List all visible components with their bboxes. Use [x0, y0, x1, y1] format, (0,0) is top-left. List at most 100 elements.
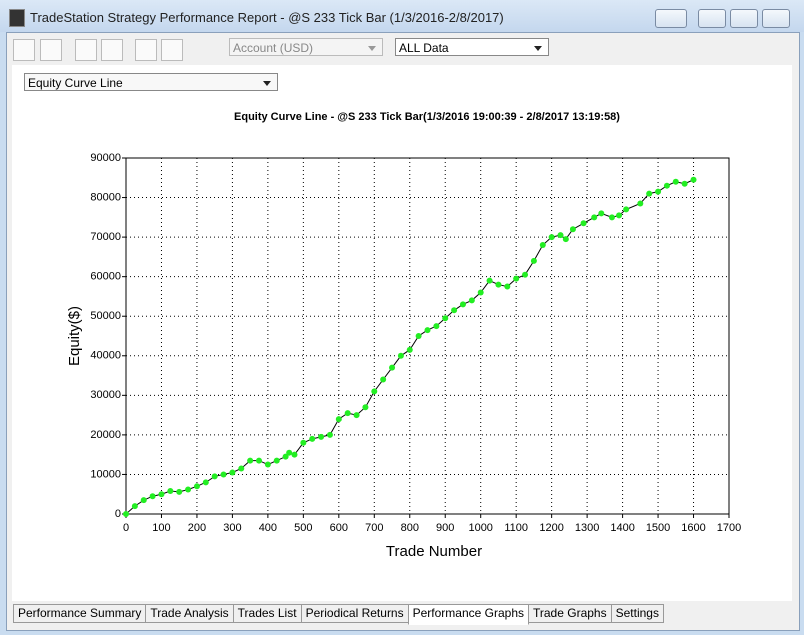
- x-tick-label: 1600: [681, 522, 705, 534]
- y-tick-label: 50000: [90, 310, 121, 322]
- x-tick-label: 1400: [610, 522, 634, 534]
- x-tick-label: 800: [401, 522, 419, 534]
- tab[interactable]: Settings: [610, 604, 664, 623]
- equity-point: [229, 469, 236, 476]
- x-tick-label: 700: [365, 522, 383, 534]
- equity-point: [286, 449, 293, 456]
- range-select[interactable]: ALL Data: [395, 38, 549, 56]
- equity-point: [690, 176, 697, 183]
- chart-title: Equity Curve Line - @S 233 Tick Bar(1/3/…: [234, 111, 620, 123]
- equity-point: [185, 486, 192, 493]
- equity-point: [530, 257, 537, 264]
- tab[interactable]: Trade Analysis: [145, 604, 234, 623]
- equity-point: [451, 307, 458, 314]
- y-tick-label: 70000: [90, 231, 121, 243]
- equity-point: [557, 232, 564, 239]
- equity-point: [486, 277, 493, 284]
- chart: Equity Curve Line - @S 233 Tick Bar(1/3/…: [66, 111, 741, 560]
- x-tick-label: 1200: [539, 522, 563, 534]
- settings-button[interactable]: [101, 39, 123, 61]
- content-panel: Equity Curve Line Equity Curve Line - @S…: [12, 65, 792, 601]
- x-tick-label: 100: [152, 522, 170, 534]
- equity-point: [176, 488, 183, 495]
- equity-point: [598, 210, 605, 217]
- x-tick-label: 0: [123, 522, 129, 534]
- font-larger-button[interactable]: [161, 39, 183, 61]
- equity-point: [380, 376, 387, 383]
- close-button[interactable]: [762, 9, 790, 28]
- equity-point: [353, 412, 360, 419]
- equity-point: [477, 289, 484, 296]
- y-tick-label: 0: [115, 508, 121, 520]
- tab[interactable]: Trade Graphs: [528, 604, 612, 623]
- x-tick-label: 1100: [504, 522, 528, 534]
- equity-point: [623, 206, 630, 213]
- maximize-button[interactable]: [730, 9, 758, 28]
- save-button[interactable]: [13, 39, 35, 61]
- equity-point: [539, 242, 546, 249]
- x-tick-label: 1000: [468, 522, 492, 534]
- equity-point: [608, 214, 615, 221]
- x-tick-label: 400: [259, 522, 277, 534]
- app-icon: [9, 9, 25, 27]
- equity-point: [433, 323, 440, 330]
- equity-point: [371, 388, 378, 395]
- equity-point: [264, 461, 271, 468]
- equity-point: [655, 188, 662, 195]
- equity-point: [300, 439, 307, 446]
- y-axis-label: Equity($): [66, 306, 83, 366]
- x-tick-label: 300: [223, 522, 241, 534]
- equity-point: [273, 457, 280, 464]
- equity-point: [149, 493, 156, 500]
- equity-point: [238, 465, 245, 472]
- equity-point: [309, 435, 316, 442]
- x-tick-label: 1300: [575, 522, 599, 534]
- equity-point: [580, 220, 587, 227]
- equity-point: [495, 281, 502, 288]
- equity-point: [282, 453, 289, 460]
- equity-point: [616, 212, 623, 219]
- title-bar: TradeStation Strategy Performance Report…: [0, 0, 804, 32]
- tab[interactable]: Performance Summary: [13, 604, 147, 623]
- equity-point: [344, 410, 351, 417]
- font-smaller-button[interactable]: [135, 39, 157, 61]
- y-tick-label: 20000: [90, 429, 121, 441]
- equity-point: [140, 497, 147, 504]
- equity-point: [424, 327, 431, 334]
- x-tick-label: 500: [294, 522, 312, 534]
- y-tick-label: 10000: [90, 468, 121, 480]
- equity-point: [513, 275, 520, 282]
- tab[interactable]: Trades List: [232, 604, 302, 623]
- equity-point: [522, 271, 529, 278]
- equity-point: [256, 457, 263, 464]
- tab[interactable]: Periodical Returns: [300, 604, 409, 623]
- restore-button[interactable]: [655, 9, 687, 28]
- equity-point: [123, 511, 129, 517]
- x-tick-label: 1500: [646, 522, 670, 534]
- equity-point: [637, 200, 644, 207]
- print-button[interactable]: [40, 39, 62, 61]
- equity-point: [663, 182, 670, 189]
- y-tick-label: 90000: [90, 152, 121, 164]
- equity-point: [131, 503, 138, 510]
- refresh-button[interactable]: [75, 39, 97, 61]
- equity-point: [468, 297, 475, 304]
- view-select[interactable]: Equity Curve Line: [24, 73, 278, 91]
- minimize-button[interactable]: [698, 9, 726, 28]
- window-body: Account (USD) ALL Data Equity Curve Line…: [6, 32, 800, 631]
- y-tick-label: 30000: [90, 389, 121, 401]
- window-title: TradeStation Strategy Performance Report…: [30, 10, 504, 25]
- equity-point: [220, 471, 227, 478]
- equity-point: [158, 491, 165, 498]
- equity-point: [504, 283, 511, 290]
- x-tick-label: 900: [436, 522, 454, 534]
- tab-active[interactable]: Performance Graphs: [407, 604, 529, 625]
- y-tick-label: 40000: [90, 350, 121, 362]
- equity-point: [318, 433, 325, 440]
- equity-point: [406, 346, 413, 353]
- equity-point: [646, 190, 653, 197]
- equity-point: [459, 301, 466, 308]
- equity-point: [562, 236, 569, 243]
- equity-point: [211, 473, 218, 480]
